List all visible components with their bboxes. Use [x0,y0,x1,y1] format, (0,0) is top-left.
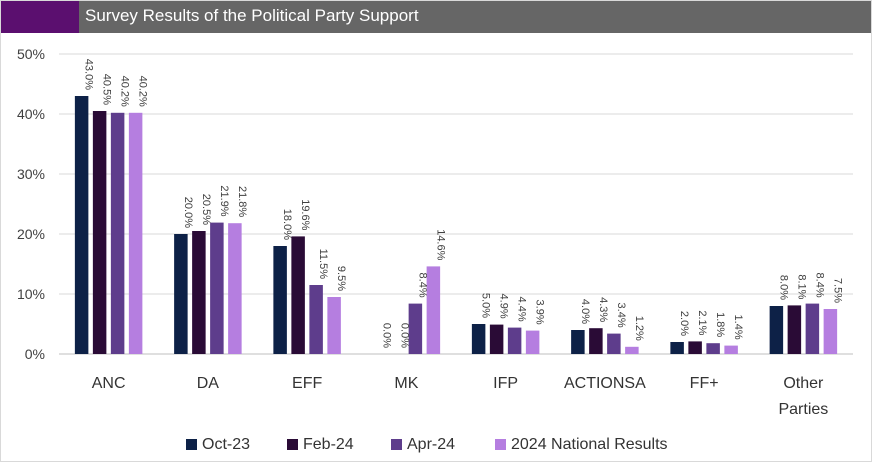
bar [408,303,423,354]
legend-swatch [391,439,402,450]
bar [571,330,585,354]
data-label: 11.5% [317,249,329,280]
data-label: 3.9% [534,300,546,325]
bar [507,327,522,354]
data-label: 0.0% [380,323,392,348]
bars [74,96,838,354]
y-tick-label: 50% [17,46,45,62]
data-label: 7.5% [831,278,843,303]
bar [589,328,603,354]
bar [192,231,206,354]
category-label: EFF [292,375,322,392]
data-label: 5.0% [480,293,492,318]
category-label: FF+ [690,375,719,392]
data-label: 2.0% [678,311,690,336]
data-labels: 43.0% 40.5% 40.2% 40.2% 20.0% 20.5% 21.9% 21.8%… [83,59,844,348]
data-label: 40.2% [119,76,131,107]
bar [688,341,702,354]
bar [174,234,188,354]
category-label: Other [783,375,824,392]
category-label: MK [394,375,418,392]
bar [273,246,287,354]
bar [625,346,639,354]
bar [724,345,738,354]
data-label: 4.3% [597,297,609,322]
bar [489,324,504,354]
bar [823,309,838,354]
y-tick-label: 10% [17,286,45,302]
bar [787,305,802,354]
bar [471,324,486,354]
legend-swatch [287,439,298,450]
data-label: 1.2% [633,316,645,341]
category-label: IFP [493,375,518,392]
data-label: 19.6% [299,199,311,230]
bar [670,342,684,354]
x-axis-categories: ANC DA EFF MK IFP ACTIONSA FF+ Other Parties [92,375,829,418]
data-label: 0.0% [398,323,410,348]
category-label: ACTIONSA [564,375,646,392]
legend-label: Apr-24 [407,436,455,453]
data-label: 4.0% [579,299,591,324]
y-tick-label: 30% [17,166,45,182]
legend-label: Oct-23 [202,436,250,453]
data-label: 1.4% [732,315,744,340]
bar [210,222,224,354]
data-label: 1.8% [714,312,726,337]
bar [769,306,784,354]
title-accent [1,1,79,33]
legend-label: Feb-24 [303,436,354,453]
data-label: 40.2% [137,76,149,107]
bar [228,223,242,354]
data-label: 40.5% [101,74,113,105]
data-label: 3.4% [615,303,627,328]
bar [607,333,621,354]
bar [327,297,341,354]
data-label: 8.4% [813,273,825,298]
bar [426,266,441,354]
data-label: 2.1% [696,310,708,335]
data-label: 20.0% [182,197,194,228]
y-tick-label: 20% [17,226,45,242]
bar [525,330,540,354]
chart-title: Survey Results of the Political Party Su… [85,6,419,25]
bar [128,112,143,354]
data-label: 18.0% [281,209,293,240]
data-label: 4.9% [498,294,510,319]
bar [92,111,107,354]
bar [706,343,720,354]
legend-swatch [186,439,197,450]
data-label: 21.8% [236,186,248,217]
data-label: 43.0% [83,59,95,90]
data-label: 14.6% [434,229,446,260]
bar [291,236,305,354]
bar [110,112,125,354]
legend-label: 2024 National Results [511,436,668,453]
data-label: 4.4% [516,297,528,322]
data-label: 20.5% [200,194,212,225]
y-axis-ticks: 0% 10% 20% 30% 40% 50% [17,46,45,362]
category-label: ANC [92,375,126,392]
legend: Oct-23 Feb-24 Apr-24 2024 National Results [186,436,668,453]
bar [309,285,323,354]
data-label: 8.1% [795,274,807,299]
gridlines [59,53,853,355]
category-label: DA [197,375,220,392]
data-label: 8.4% [416,273,428,298]
data-label: 21.9% [218,185,230,216]
bar [74,96,89,354]
data-label: 8.0% [777,275,789,300]
bar [805,303,820,354]
y-tick-label: 0% [25,346,45,362]
legend-swatch [495,439,506,450]
data-label: 9.5% [335,266,347,291]
category-label: Parties [778,401,828,418]
title-bar: Survey Results of the Political Party Su… [1,1,871,33]
y-tick-label: 40% [17,106,45,122]
